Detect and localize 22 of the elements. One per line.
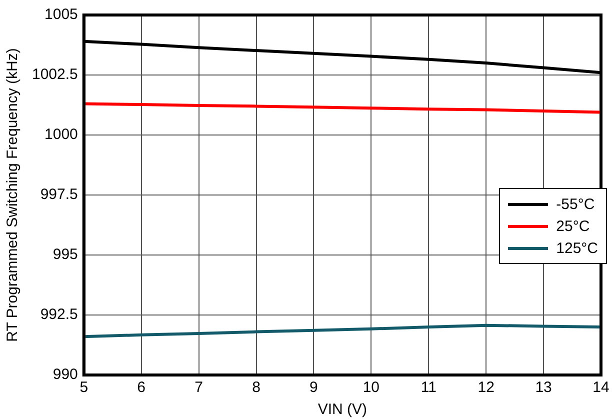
x-tick-label: 8 — [252, 379, 260, 396]
x-axis-title: VIN (V) — [318, 401, 368, 418]
y-axis-title: RT Programmed Switching Frequency (kHz) — [4, 48, 22, 342]
x-tick-label: 14 — [592, 379, 610, 396]
y-tick-label: 992.5 — [40, 306, 78, 324]
x-tick-label: 10 — [362, 379, 380, 396]
y-tick-label: 1005 — [44, 6, 78, 24]
y-tick-label: 1000 — [44, 126, 78, 144]
y-tick-label: 1002.5 — [32, 66, 78, 84]
legend-label: -55°C — [556, 196, 595, 212]
legend-label: 25°C — [556, 218, 590, 234]
x-tick-label: 9 — [310, 379, 318, 396]
x-tick-label: 11 — [420, 379, 436, 396]
x-tick-label: 13 — [535, 379, 552, 396]
x-tick-label: 12 — [478, 379, 494, 396]
y-tick-label: 995 — [52, 246, 78, 264]
legend-label: 125°C — [556, 240, 598, 256]
x-tick-label: 5 — [80, 379, 88, 396]
y-tick-label: 990 — [52, 366, 78, 384]
x-tick-label: 7 — [194, 379, 203, 396]
y-tick-label: 997.5 — [40, 186, 78, 204]
x-tick-label: 6 — [137, 379, 146, 396]
